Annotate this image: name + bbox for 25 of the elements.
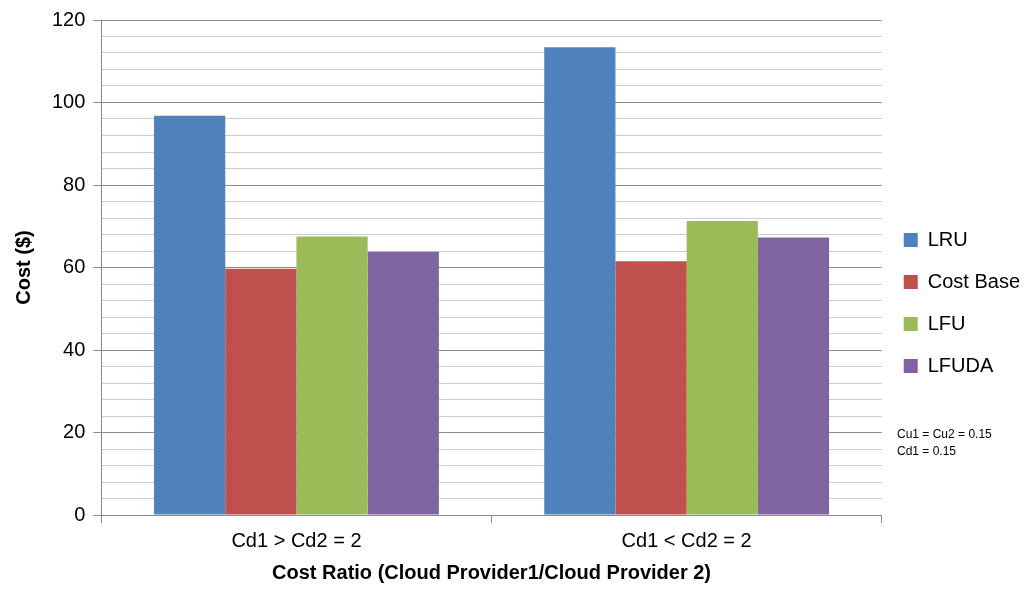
bar xyxy=(544,47,616,515)
legend-label: Cost Base xyxy=(927,269,1020,292)
bar xyxy=(686,220,758,515)
bar xyxy=(225,268,297,515)
bar xyxy=(757,237,830,515)
x-axis-title: Cost Ratio (Cloud Provider1/Cloud Provider 2) xyxy=(272,560,712,583)
bar xyxy=(615,261,687,515)
y-tick-label: 0 xyxy=(74,502,86,525)
text: Cu1 = Cu2 = 0.15 xyxy=(897,426,992,443)
y-axis-title: Cost ($) xyxy=(11,230,34,305)
legend-label: LFU xyxy=(927,311,966,334)
y-tick-label: 20 xyxy=(63,420,86,443)
legend-label: LRU xyxy=(927,227,968,250)
x-tick-label: Cd1 < Cd2 = 2 xyxy=(621,528,752,551)
bar xyxy=(296,236,368,515)
legend-label: LFUDA xyxy=(927,353,994,376)
y-tick-label: 100 xyxy=(51,90,86,113)
y-tick-label: 40 xyxy=(63,337,86,360)
bar xyxy=(367,251,439,515)
bar xyxy=(154,115,226,515)
y-tick-label: 120 xyxy=(51,7,86,30)
text: Cd1 = 0.15 xyxy=(897,443,958,460)
y-tick-label: 60 xyxy=(63,255,86,278)
y-tick-label: 80 xyxy=(63,172,86,195)
x-tick-label: Cd1 > Cd2 = 2 xyxy=(231,528,362,551)
